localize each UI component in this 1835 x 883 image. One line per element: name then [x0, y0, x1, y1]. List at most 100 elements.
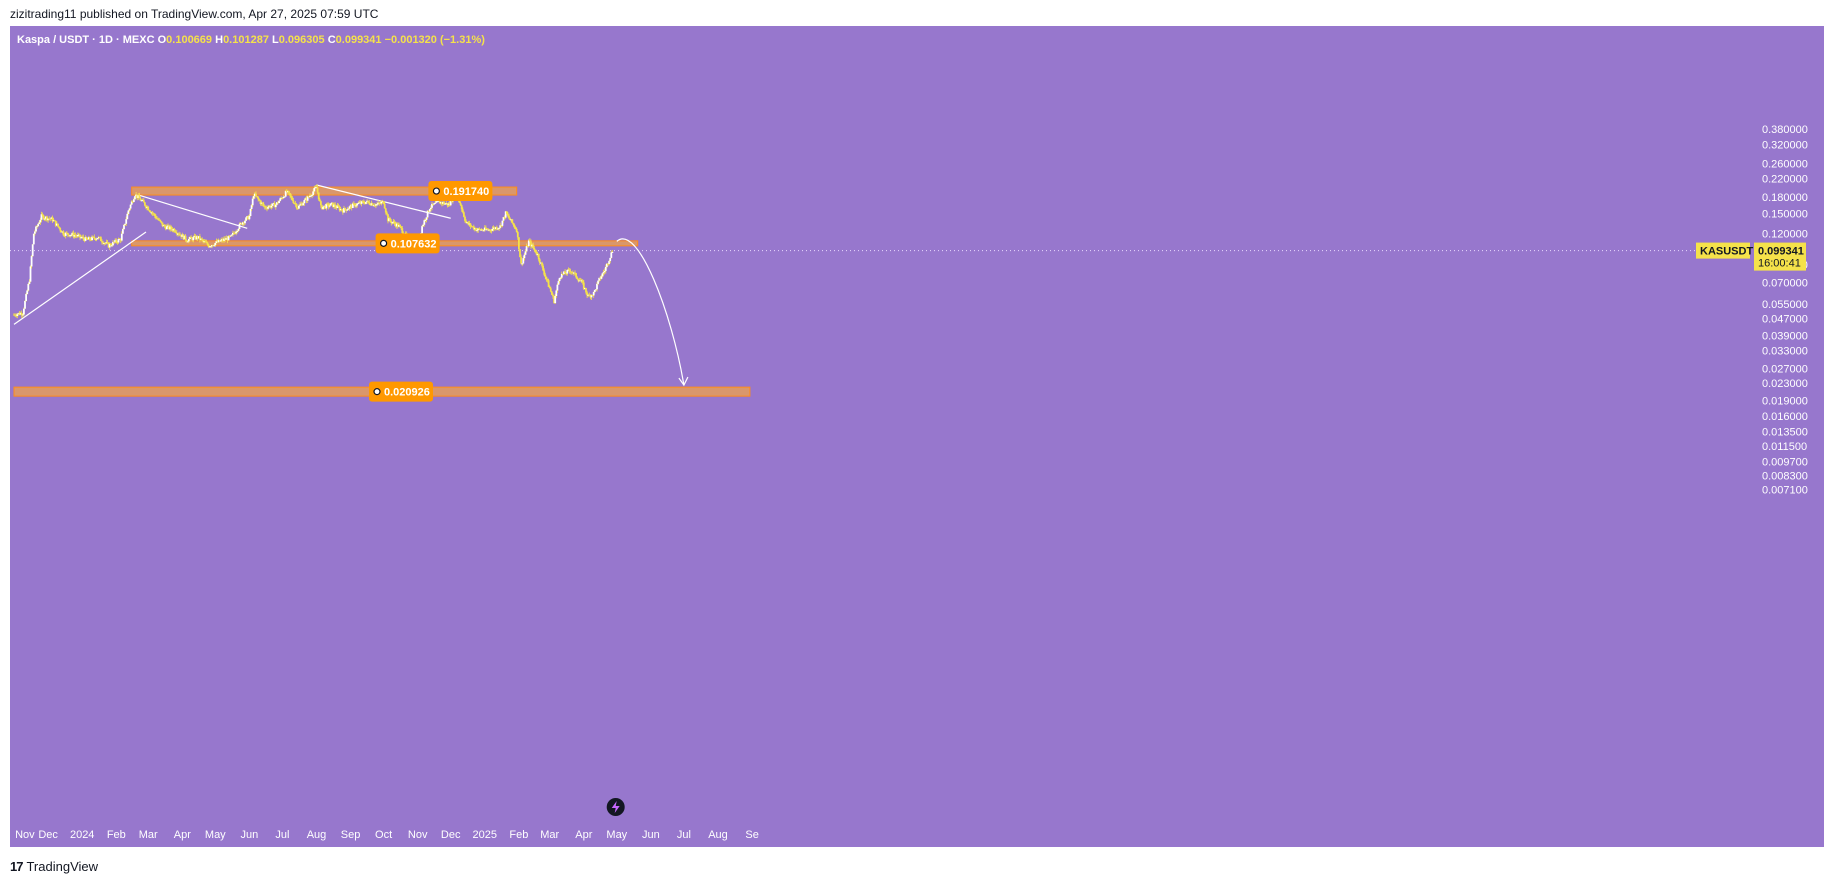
candle-body [185, 240, 188, 242]
candle [556, 283, 559, 293]
candle [574, 270, 576, 276]
candle-body [494, 227, 497, 230]
candle-body [441, 202, 443, 204]
candle-body [86, 238, 89, 240]
candle-body [579, 280, 582, 282]
level-tag[interactable]: 0.107632 [375, 233, 440, 254]
candle [244, 219, 246, 226]
candle-body [107, 242, 110, 248]
price-badge-value: 0.099341 [1758, 246, 1804, 258]
candle [493, 226, 496, 231]
candle-body [156, 218, 158, 220]
candle-body [191, 238, 194, 241]
candle [557, 279, 560, 285]
y-tick-label: 0.011500 [1762, 441, 1807, 453]
candle [362, 199, 365, 205]
candle-body [13, 314, 15, 316]
candle [65, 231, 68, 234]
candle-body [598, 277, 601, 281]
candle-body [296, 208, 299, 210]
candle-body [588, 294, 591, 296]
candle [216, 239, 219, 243]
candle-body [479, 229, 482, 231]
candle-body [378, 202, 381, 204]
candle [580, 278, 583, 284]
candle-body [216, 241, 219, 243]
candle-body [575, 273, 577, 278]
candle-body [563, 271, 565, 274]
candle-body [203, 241, 206, 243]
candle [81, 234, 84, 239]
lightning-icon[interactable] [606, 798, 625, 816]
falling-trendline-1[interactable] [139, 194, 248, 229]
candle-body [247, 216, 250, 220]
candle-body [208, 246, 211, 248]
candle-body [477, 228, 480, 231]
candle [243, 221, 245, 226]
anchor-dot-icon[interactable] [432, 187, 440, 195]
candle [295, 203, 298, 210]
anchor-dot-icon[interactable] [373, 388, 381, 396]
candle [49, 218, 52, 222]
candle [337, 203, 340, 208]
candle [428, 208, 431, 213]
brand-footer[interactable]: 17 TradingView [10, 859, 98, 874]
candle [197, 236, 200, 240]
price-chart[interactable]: 0.191740 0.107632 0.020926 0.380000 0.32000… [10, 26, 1824, 847]
candle-body [232, 232, 234, 235]
candle [361, 200, 364, 204]
candle [123, 223, 125, 230]
candle-body [373, 205, 376, 207]
y-tick-label: 0.039000 [1762, 330, 1808, 342]
candle-body [16, 314, 19, 317]
candle-body [399, 224, 401, 227]
symbol-badge[interactable]: KASUSDT [1696, 242, 1753, 259]
candle-body [234, 233, 236, 235]
candle [587, 293, 590, 298]
candle [252, 194, 255, 200]
candle-body [240, 223, 243, 225]
candle [575, 272, 577, 279]
candle [540, 262, 542, 264]
candle-body [567, 269, 570, 271]
candle [14, 313, 16, 317]
candle [548, 285, 551, 289]
candle-body [87, 237, 90, 240]
candle-body [279, 198, 282, 201]
candle-body [540, 262, 542, 264]
candle [134, 195, 136, 201]
candle [247, 214, 250, 220]
candle-body [211, 245, 213, 247]
chart-area[interactable]: 0.191740 0.107632 0.020926 0.380000 0.32000… [10, 26, 1824, 847]
candle-body [305, 198, 308, 201]
candle-body [380, 201, 383, 204]
candle-body [347, 208, 350, 210]
candle [72, 230, 75, 239]
candle [60, 230, 63, 233]
candle [477, 227, 480, 233]
candle [530, 239, 532, 249]
candle [386, 211, 388, 216]
x-tick-label: Dec [38, 829, 58, 841]
candle [245, 216, 247, 222]
candle-body [20, 312, 23, 316]
candle-body [193, 235, 196, 238]
candle [201, 237, 203, 242]
candle [400, 225, 403, 231]
candle [28, 279, 31, 285]
candle [125, 216, 128, 226]
level-tag[interactable]: 0.191740 [428, 181, 493, 202]
candle [397, 222, 399, 229]
projection-arrow[interactable] [616, 238, 685, 386]
candle-body [467, 222, 470, 225]
candle-body [545, 276, 548, 280]
candle-body [278, 200, 280, 204]
candle [505, 211, 508, 215]
anchor-dot-icon[interactable] [380, 239, 388, 247]
y-tick-label: 0.260000 [1762, 158, 1808, 170]
rising-trendline[interactable] [13, 231, 147, 325]
candle [224, 236, 227, 242]
level-tag[interactable]: 0.020926 [369, 381, 433, 402]
candle [375, 203, 377, 209]
